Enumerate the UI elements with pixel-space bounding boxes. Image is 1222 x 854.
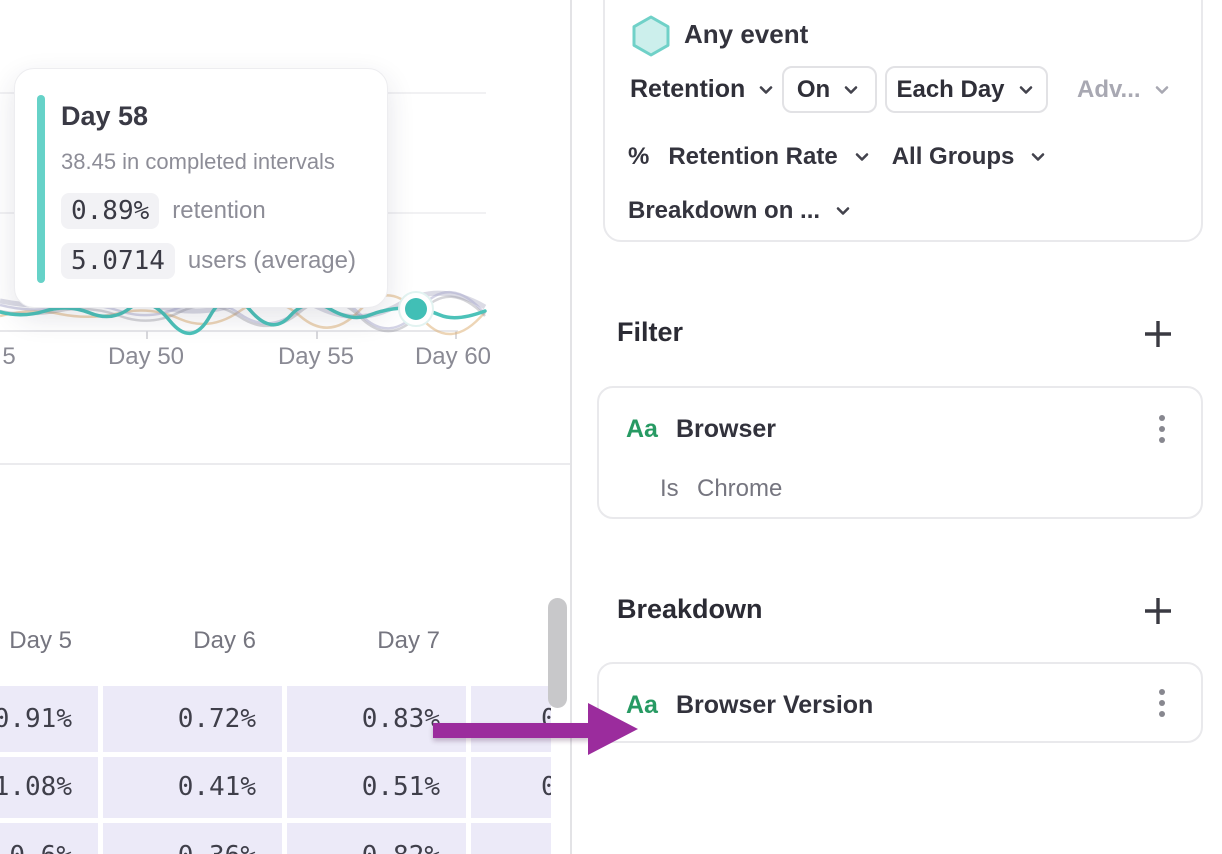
cell-value: 0.51% xyxy=(361,772,440,802)
metric-dropdown[interactable]: Retention Rate xyxy=(668,143,838,170)
section-divider xyxy=(0,463,570,465)
table-cell[interactable] xyxy=(0,757,98,818)
table-cell[interactable] xyxy=(287,823,466,854)
query-builder-card xyxy=(603,0,1203,242)
x-axis-tick xyxy=(146,331,148,339)
pane-divider xyxy=(570,0,572,854)
percent-icon: % xyxy=(628,143,650,170)
table-cell[interactable] xyxy=(471,686,551,752)
breakdown-property-label[interactable]: Browser Version xyxy=(676,691,874,719)
tooltip-retention-value: 0.89% xyxy=(61,193,160,229)
tooltip-users-label: users (average) xyxy=(187,247,356,274)
chevron-down-icon[interactable] xyxy=(851,146,873,168)
chevron-down-icon xyxy=(1155,85,1168,94)
property-type-icon: Aa xyxy=(626,415,658,443)
tooltip-title: Day 58 xyxy=(61,101,149,131)
chevron-down-icon xyxy=(759,85,773,94)
cell-value: 0 xyxy=(541,772,551,802)
annotation-arrow xyxy=(433,723,590,738)
x-axis-label: Day 50 xyxy=(107,343,185,370)
advanced-dropdown-label: Adv... xyxy=(1077,75,1141,103)
chevron-down-icon xyxy=(1019,85,1032,94)
filter-item-card[interactable]: Aa Browser Is Chrome xyxy=(597,386,1203,519)
column-header: Day 5 xyxy=(9,627,72,654)
column-header: Day 7 xyxy=(377,627,440,654)
table-cell[interactable] xyxy=(0,823,98,854)
advanced-dropdown[interactable]: Adv... xyxy=(1077,66,1173,113)
cell-value: 0.82% xyxy=(287,823,466,854)
table-cell[interactable] xyxy=(103,686,282,752)
x-axis-tick xyxy=(455,331,457,339)
x-axis-label: Day 55 xyxy=(277,343,355,370)
table-cell[interactable] xyxy=(103,757,282,818)
chart-tooltip: Day 58 38.45 in completed intervals 0.89… xyxy=(14,68,388,308)
cell-value: 0 xyxy=(541,704,551,734)
cell-value: 0.41% xyxy=(177,772,256,802)
add-filter-button[interactable] xyxy=(1142,318,1174,350)
table-cell[interactable] xyxy=(287,757,466,818)
measurement-dropdown[interactable]: Retention xyxy=(630,66,777,113)
vertical-scrollbar-thumb[interactable] xyxy=(548,598,567,708)
x-axis-label: 5 xyxy=(2,343,16,370)
cell-value: 1.08% xyxy=(0,772,72,802)
on-dropdown-label: On xyxy=(796,75,831,103)
breakdown-on-dropdown[interactable]: Breakdown on ... xyxy=(628,195,854,227)
cell-value: 0.72% xyxy=(177,704,256,734)
kebab-menu-icon[interactable] xyxy=(1153,410,1171,450)
x-axis-tick xyxy=(316,331,318,339)
annotation-arrow-head xyxy=(588,703,638,755)
highlighted-data-point[interactable] xyxy=(405,298,427,320)
table-cell[interactable] xyxy=(0,686,98,752)
x-axis-line xyxy=(0,330,458,332)
tooltip-users-row: 5.0714 users (average) xyxy=(61,241,356,281)
cell-value: 0.91% xyxy=(0,704,72,734)
tooltip-accent-bar xyxy=(37,95,45,283)
kebab-menu-icon[interactable] xyxy=(1153,684,1171,724)
interval-dropdown[interactable]: Each Day xyxy=(885,66,1048,113)
cell-value: 0.83% xyxy=(361,704,440,734)
table-cell[interactable] xyxy=(471,757,551,818)
tooltip-retention-row: 0.89% retention xyxy=(61,191,266,231)
cell-value: 0.36% xyxy=(103,823,282,854)
filter-operator[interactable]: Is xyxy=(660,475,679,502)
groups-dropdown[interactable]: All Groups xyxy=(891,143,1015,170)
chevron-down-icon[interactable] xyxy=(1027,146,1049,168)
measurement-dropdown-label: Retention xyxy=(630,75,746,103)
tooltip-retention-label: retention xyxy=(172,197,266,224)
column-header: Day 6 xyxy=(193,627,256,654)
event-hexagon-icon xyxy=(632,15,670,57)
breakdown-item-card[interactable]: Aa Browser Version xyxy=(597,662,1203,743)
chevron-down-icon xyxy=(844,85,858,94)
chevron-down-icon xyxy=(836,207,850,215)
retention-table: Day 5 Day 6 Day 7 0.91% 0.72% 0.83% 0 1.… xyxy=(0,600,551,854)
x-axis-label: Day 60 xyxy=(414,343,492,370)
breakdown-on-label: Breakdown on ... xyxy=(628,197,821,224)
table-cell[interactable] xyxy=(103,823,282,854)
tooltip-users-value: 5.0714 xyxy=(61,243,175,279)
filter-property-label[interactable]: Browser xyxy=(676,415,777,443)
breakdown-section-title: Breakdown xyxy=(617,594,763,624)
on-dropdown[interactable]: On xyxy=(782,66,877,113)
filter-section-title: Filter xyxy=(617,317,684,347)
table-cell[interactable] xyxy=(287,686,466,752)
add-breakdown-button[interactable] xyxy=(1142,595,1174,627)
event-name-label[interactable]: Any event xyxy=(684,19,809,49)
metric-row: % Retention Rate All Groups xyxy=(628,141,1049,173)
interval-dropdown-label: Each Day xyxy=(896,75,1005,103)
cell-value: 0.6% xyxy=(0,823,98,854)
filter-value[interactable]: Chrome xyxy=(697,475,783,502)
table-cell[interactable] xyxy=(471,823,551,854)
tooltip-subtitle: 38.45 in completed intervals xyxy=(61,149,335,174)
